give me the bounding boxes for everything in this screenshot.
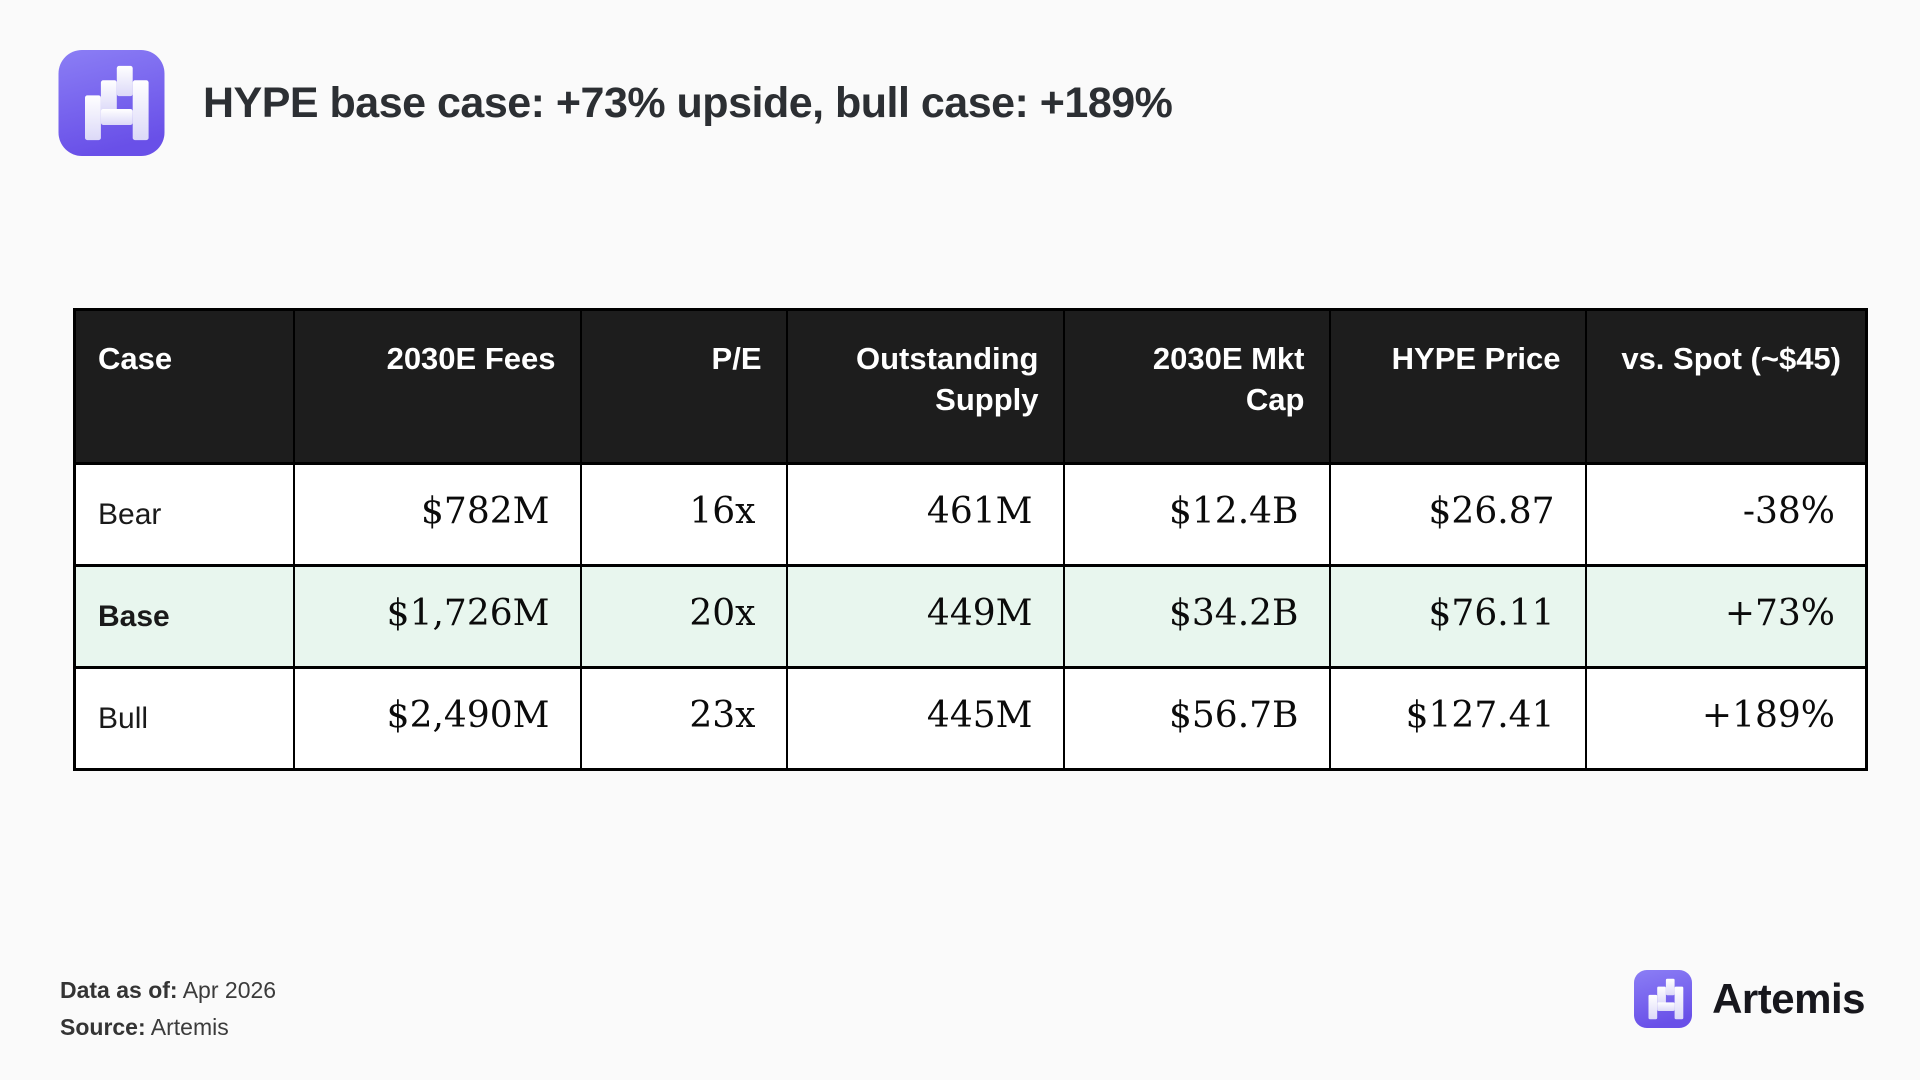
- column-header-case: Case: [73, 308, 295, 465]
- artemis-logo-icon: [58, 50, 165, 156]
- column-header-supply: Outstanding Supply: [785, 308, 1065, 465]
- footnote-source: Source: Artemis: [60, 1009, 276, 1046]
- footnote-data-as-of: Data as of: Apr 2026: [60, 972, 276, 1009]
- footnote-data-as-of-label: Data as of:: [60, 977, 178, 1003]
- footnote: Data as of: Apr 2026 Source: Artemis: [60, 972, 276, 1047]
- page-title: HYPE base case: +73% upside, bull case: …: [203, 78, 1173, 127]
- brand-header: HYPE base case: +73% upside, bull case: …: [58, 50, 1173, 156]
- cell-mktcap: $12.4B: [1062, 462, 1331, 567]
- cell-pe: 20x: [579, 564, 788, 669]
- column-header-mktcap: 2030E Mkt Cap: [1062, 308, 1331, 465]
- cell-fees: $2,490M: [292, 666, 582, 771]
- cell-case: Bear: [73, 462, 295, 567]
- cell-supply: 449M: [785, 564, 1065, 669]
- brand-footer: Artemis: [1634, 970, 1865, 1028]
- cell-vs-spot: +189%: [1584, 666, 1868, 771]
- cell-price: $26.87: [1328, 462, 1587, 567]
- cell-mktcap: $56.7B: [1062, 666, 1331, 771]
- table-row-base: Base $1,726M 20x 449M $34.2B $76.11 +73%: [73, 564, 1868, 669]
- cell-case: Base: [73, 564, 295, 669]
- cell-price: $76.11: [1328, 564, 1587, 669]
- column-header-fees: 2030E Fees: [292, 308, 582, 465]
- column-header-vs-spot: vs. Spot (~$45): [1584, 308, 1868, 465]
- cell-supply: 461M: [785, 462, 1065, 567]
- column-header-pe: P/E: [579, 308, 788, 465]
- column-header-price: HYPE Price: [1328, 308, 1587, 465]
- cell-case: Bull: [73, 666, 295, 771]
- table-row-bear: Bear $782M 16x 461M $12.4B $26.87 -38%: [73, 462, 1868, 567]
- footnote-source-value: Artemis: [145, 1014, 229, 1041]
- table-header-row: Case 2030E Fees P/E Outstanding Supply 2…: [73, 308, 1868, 465]
- footnote-source-label: Source:: [60, 1014, 146, 1041]
- scenario-table-wrap: Case 2030E Fees P/E Outstanding Supply 2…: [73, 308, 1868, 771]
- table-row-bull: Bull $2,490M 23x 445M $56.7B $127.41 +18…: [73, 666, 1868, 771]
- footnote-data-as-of-value: Apr 2026: [177, 977, 277, 1003]
- scenario-table: Case 2030E Fees P/E Outstanding Supply 2…: [73, 308, 1868, 771]
- cell-supply: 445M: [785, 666, 1065, 771]
- cell-price: $127.41: [1328, 666, 1587, 771]
- cell-vs-spot: -38%: [1584, 462, 1868, 567]
- cell-pe: 16x: [579, 462, 788, 567]
- cell-fees: $1,726M: [292, 564, 582, 669]
- cell-pe: 23x: [579, 666, 788, 771]
- cell-vs-spot: +73%: [1584, 564, 1868, 669]
- artemis-logo-icon-footer: [1634, 970, 1693, 1028]
- artemis-wordmark: Artemis: [1712, 975, 1865, 1022]
- cell-mktcap: $34.2B: [1062, 564, 1331, 669]
- cell-fees: $782M: [292, 462, 582, 567]
